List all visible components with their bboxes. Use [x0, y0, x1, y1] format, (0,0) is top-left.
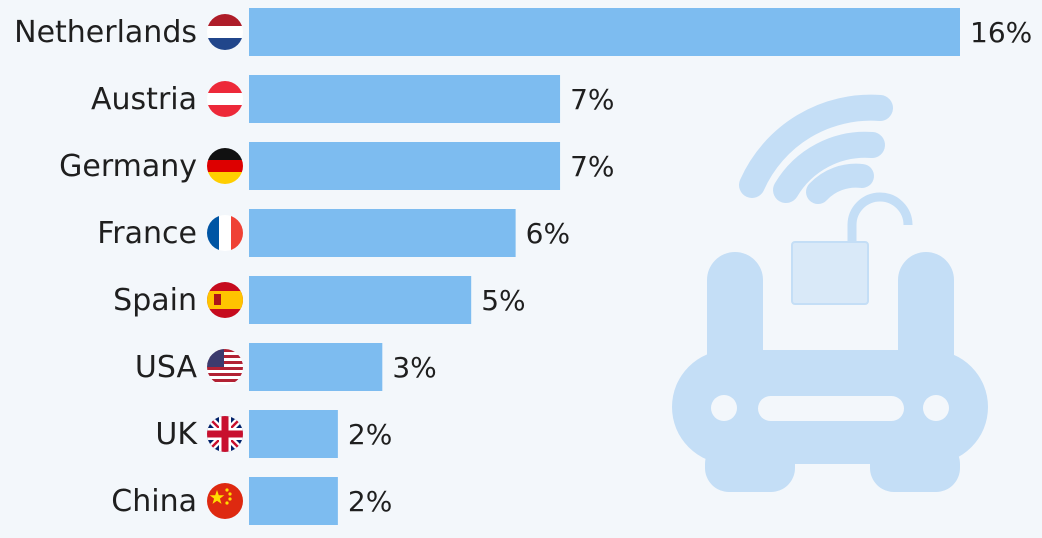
austria-flag-icon — [207, 81, 243, 117]
value-label-germany: 7% — [570, 150, 614, 183]
category-label-netherlands: Netherlands — [14, 15, 197, 50]
category-label-austria: Austria — [91, 82, 197, 117]
france-flag-icon — [207, 215, 243, 251]
value-label-france: 6% — [526, 217, 570, 250]
usa-flag-icon — [207, 349, 243, 385]
bars — [249, 8, 960, 525]
labels: Netherlands 16% Austria 7% Germany 7% France 6%… — [14, 15, 1032, 519]
value-label-uk: 2% — [348, 418, 392, 451]
uk-flag-icon — [207, 416, 243, 452]
netherlands-flag-icon — [207, 14, 243, 50]
value-label-spain: 5% — [481, 284, 525, 317]
value-label-austria: 7% — [570, 83, 614, 116]
bar-uk — [249, 410, 338, 458]
bar-usa — [249, 343, 383, 391]
router-with-open-padlock-icon — [672, 94, 988, 492]
category-label-usa: USA — [135, 350, 198, 385]
category-label-spain: Spain — [113, 283, 197, 318]
category-label-uk: UK — [155, 417, 198, 452]
bar-germany — [249, 142, 561, 190]
bar-austria — [249, 75, 561, 123]
bar-netherlands — [249, 8, 960, 56]
bar-france — [249, 209, 516, 257]
spain-flag-icon — [207, 282, 243, 318]
category-label-germany: Germany — [59, 149, 197, 184]
category-label-france: France — [97, 216, 197, 251]
bar-china — [249, 477, 338, 525]
value-label-china: 2% — [348, 485, 392, 518]
value-label-usa: 3% — [392, 351, 436, 384]
china-flag-icon — [207, 483, 243, 519]
category-label-china: China — [111, 484, 197, 519]
bar-spain — [249, 276, 472, 324]
value-label-netherlands: 16% — [970, 16, 1032, 49]
germany-flag-icon — [207, 148, 243, 184]
